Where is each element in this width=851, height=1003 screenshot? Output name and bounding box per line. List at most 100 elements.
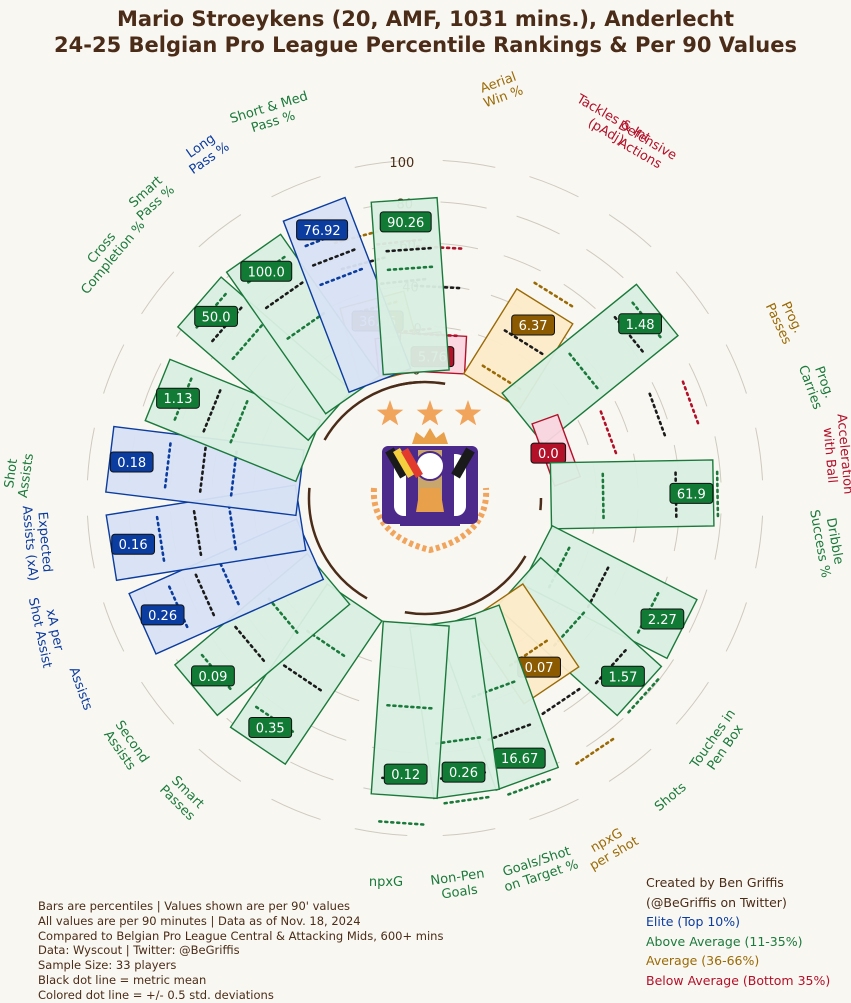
metric-bar: 2.27 [521,524,698,660]
value-label: 0.0 [538,447,559,462]
grid-arc [529,798,579,820]
dot-line [586,564,611,609]
grid-arc [725,344,747,394]
metric-label-line: Assists [66,665,95,712]
dot-line [386,703,435,710]
metric-label: CrossCompletion % [67,209,148,298]
grid-arc [529,176,579,198]
legend-elite: Elite (Top 10%) [646,914,741,929]
value-label: 16.67 [501,752,538,767]
dot-line [317,267,364,287]
metric-label-line: Assists [16,452,37,499]
dot-line [267,597,300,636]
value-box [296,219,349,241]
dot-line [501,328,544,356]
dot-line [434,735,484,745]
value-box [669,482,714,504]
metric-bar: 50.0 [176,276,353,442]
metric-label: DribbleSuccess % [806,506,847,579]
bar-shape [282,196,412,394]
metric-label-line: npxG [369,875,403,890]
value-box [191,665,235,687]
dot-line [378,820,427,826]
dot-line [282,664,324,693]
metric-label: AerialWin % [477,69,526,111]
grid-arc [142,363,162,407]
footer-notes: Bars are percentiles | Values shown are … [38,899,443,1003]
value-label: 100.0 [248,265,285,280]
group-bracket [323,380,421,441]
legend-below-average: Below Average (Bottom 35%) [646,972,831,988]
grid-arc [103,344,125,394]
metric-label: Accelerationwith Ball [819,413,851,496]
star-icon [454,400,482,426]
group-brackets [307,380,543,616]
grid-arc [608,214,652,248]
value-box [601,665,645,687]
value-label: 0.16 [119,538,148,553]
grid-arc [271,798,321,820]
dot-line [229,450,238,499]
value-box [156,387,200,409]
footer-line: Sample Size: 33 players [38,958,177,973]
metric-bar: 1.48 [501,283,679,446]
grid-arc [651,382,668,420]
grid-arc [644,659,675,697]
metric-bar: 61.9 [549,459,720,530]
grid-arc [688,363,708,407]
grid-arc [86,427,95,481]
value-label: 2.27 [648,613,677,628]
dot-line [680,378,700,425]
dot-line [383,246,432,253]
metric-label: Assists [66,665,95,712]
value-box [441,761,486,783]
metric-bar: 1.13 [144,358,322,483]
legend-average: Average (36-66%) [646,953,760,968]
value-box [248,716,293,738]
metric-label: SmartPasses [156,772,208,824]
metric-label: Touches inPen Box [687,707,751,781]
dot-line [487,722,534,742]
grid-arc [290,761,334,781]
dot-line [531,280,574,308]
metric-label-line: Expected [34,511,54,573]
dot-line [715,468,720,518]
metric-label-line: Non-Pen [430,866,486,888]
metric-label: npxGper shot [580,821,642,874]
anderlecht-crest-logo [370,400,490,554]
grid-arc [141,271,175,315]
grid-arc [309,724,347,741]
metric-label: Prog.Passes [762,295,808,347]
value-box [530,442,567,464]
metric-label: Non-PenGoals [430,866,488,903]
value-box [640,608,685,630]
grid-arc [103,602,125,652]
value-box [618,313,663,335]
value-box [111,533,156,555]
grid-arc [755,427,764,481]
metric-label: npxG [369,875,403,890]
dot-line [627,676,661,714]
value-label: 1.48 [626,318,655,333]
group-bracket [404,555,527,616]
grid-arc [586,717,624,748]
grid-arc [675,271,709,315]
legend: Created by Ben Griffis (@BeGriffis on Tw… [646,873,830,990]
value-label: 0.26 [148,609,177,624]
value-label: 76.92 [303,224,340,239]
bar-layer: 36.362.965.766.371.480.061.92.271.570.07… [105,196,720,826]
metric-bar: 1.57 [495,556,663,717]
value-box [383,763,428,785]
metric-bar: 0.09 [173,552,351,717]
group-bracket [307,487,368,600]
value-label: 6.37 [519,319,548,334]
value-label: 1.57 [608,670,637,685]
credit-line: (@BeGriffis on Twitter) [646,894,787,910]
dot-line [194,573,216,619]
grid-arc [86,515,95,569]
grid-arc [354,828,408,837]
dot-line [230,324,263,362]
grid-arc [141,681,175,725]
dot-line [219,562,241,608]
grid-arc [198,748,242,782]
